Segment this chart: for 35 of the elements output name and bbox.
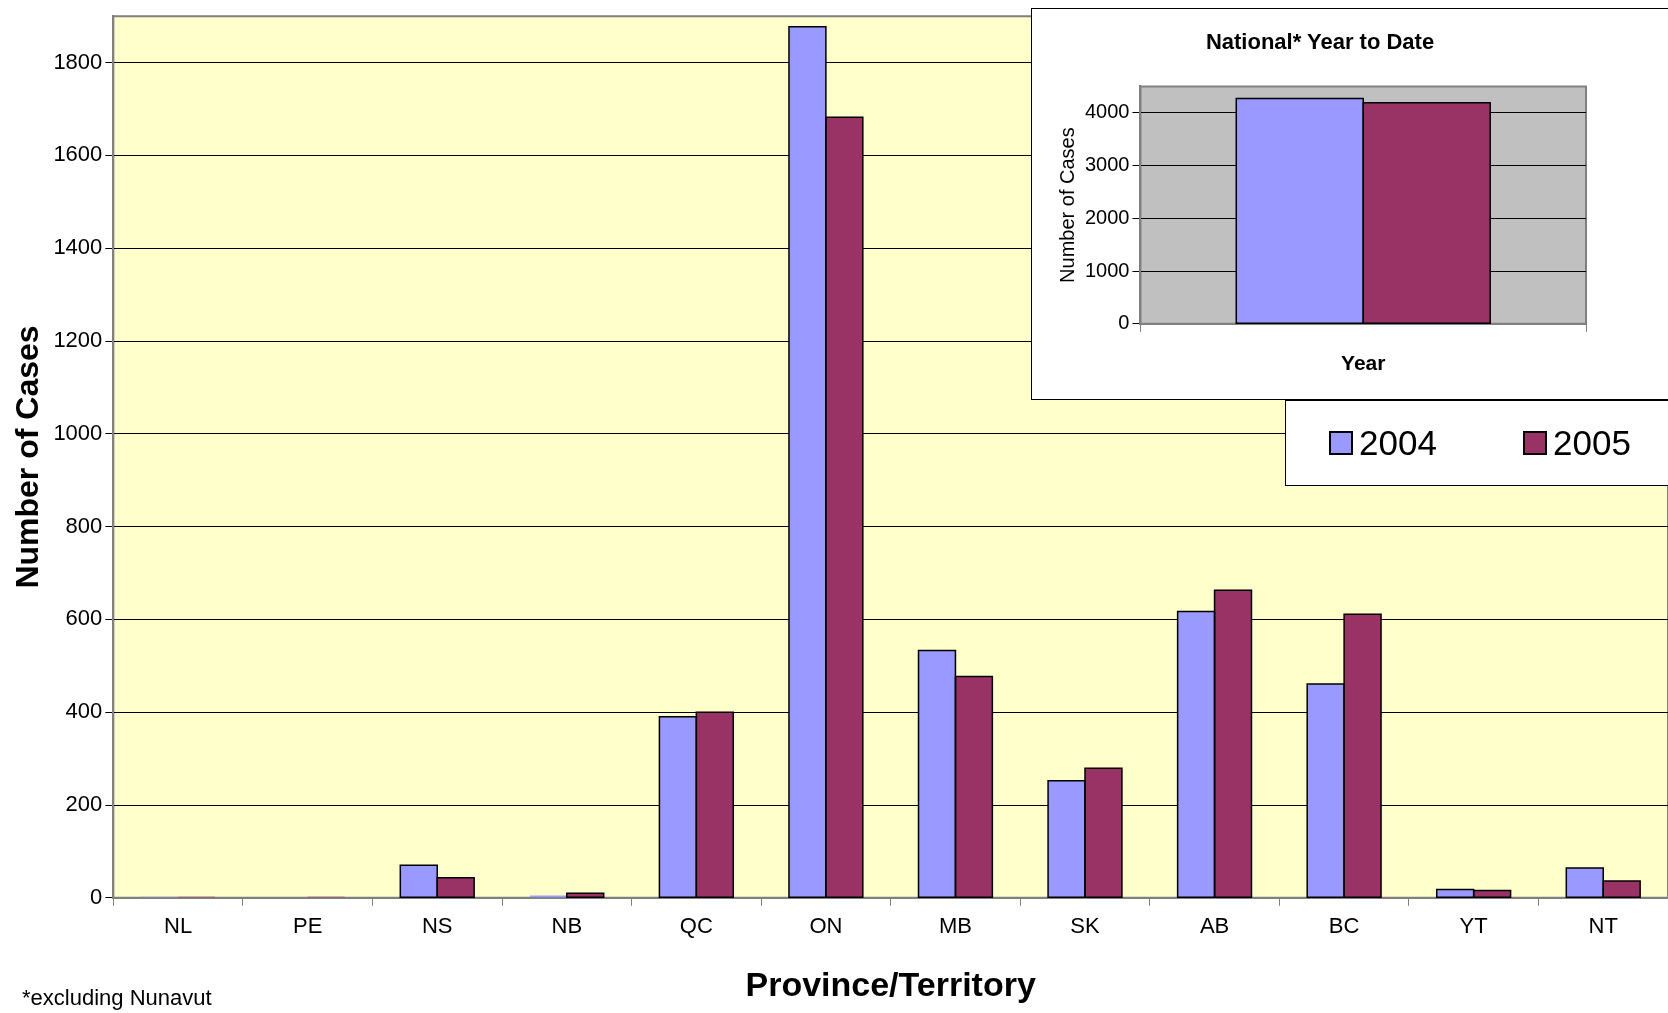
x-tick-label: AB bbox=[1199, 913, 1230, 939]
y-tick-label: 1600 bbox=[53, 141, 103, 167]
x-tick-label: YT bbox=[1459, 913, 1488, 939]
y-tick-label: 4000 bbox=[1084, 100, 1130, 123]
x-axis-title: Province/Territory bbox=[745, 964, 1036, 1003]
text: *excluding Nunavut bbox=[22, 985, 212, 1011]
y-tick-label: 1000 bbox=[1084, 258, 1130, 281]
y-tick-label: 1400 bbox=[53, 234, 103, 260]
y-tick-label: 0 bbox=[1118, 311, 1130, 334]
y-axis-title: Number of Cases bbox=[1055, 127, 1078, 283]
x-tick-label: NS bbox=[421, 913, 453, 939]
legend-label: 2004 bbox=[1359, 423, 1437, 463]
y-tick-label: 1800 bbox=[53, 48, 103, 74]
y-tick-label: 2000 bbox=[1084, 205, 1130, 228]
y-tick-label: 400 bbox=[65, 698, 103, 724]
x-tick-label: PE bbox=[292, 913, 323, 939]
y-tick-label: 800 bbox=[65, 512, 103, 538]
x-tick-label: NB bbox=[551, 913, 583, 939]
x-tick-label: NL bbox=[164, 913, 193, 939]
y-tick-label: 200 bbox=[65, 791, 103, 817]
chart-title: National* Year to Date bbox=[1205, 29, 1435, 55]
y-tick-label: 3000 bbox=[1084, 153, 1130, 176]
y-axis-title: Number of Cases bbox=[9, 325, 46, 589]
y-tick-label: 600 bbox=[65, 605, 103, 631]
y-tick-label: 0 bbox=[90, 883, 103, 909]
y-tick-label: 1200 bbox=[53, 327, 103, 353]
x-tick-label: SK bbox=[1070, 913, 1100, 939]
x-tick-label: NT bbox=[1588, 913, 1618, 939]
y-tick-label: 1000 bbox=[53, 419, 103, 445]
x-tick-label: QC bbox=[679, 913, 713, 939]
x-axis-title: Year bbox=[1341, 351, 1386, 375]
x-tick-label: BC bbox=[1328, 913, 1360, 939]
x-tick-label: ON bbox=[809, 913, 843, 939]
x-tick-label: MB bbox=[938, 913, 972, 939]
legend-label: 2005 bbox=[1553, 423, 1631, 463]
